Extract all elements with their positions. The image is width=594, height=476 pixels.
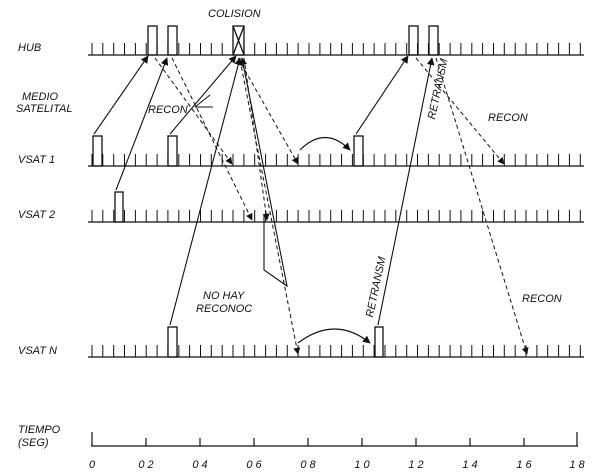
slot-ticks xyxy=(91,43,581,357)
hub-packet-1 xyxy=(147,25,158,56)
time-tick-4: 0 8 xyxy=(300,459,316,471)
reception-arrows xyxy=(154,57,529,355)
row-label-satelital: SATELITAL xyxy=(16,103,73,115)
vsat1-packet-2 xyxy=(167,135,178,167)
time-tick-7: 1 4 xyxy=(462,459,478,471)
annotation-recon-right-top: RECON xyxy=(488,112,528,124)
annotation-reconoc: RECONOC xyxy=(196,303,253,315)
recon-pointer xyxy=(194,94,213,108)
vsat1-packet-1 xyxy=(92,135,103,167)
time-tick-1: 0 2 xyxy=(138,459,154,471)
row-label-vsat2: VSAT 2 xyxy=(18,209,56,221)
vsat1-packet-3 xyxy=(353,135,364,167)
hub-packet-3 xyxy=(408,25,419,56)
vsatn-packet-1 xyxy=(167,326,178,358)
time-axis-ticks xyxy=(91,432,578,446)
annotation-recon-right-bottom: RECON xyxy=(522,293,562,305)
transmission-arrows xyxy=(93,55,435,344)
annotation-recon-left: RECON xyxy=(148,104,188,116)
time-tick-5: 1 0 xyxy=(354,459,370,471)
packets xyxy=(92,25,439,358)
time-tick-0: 0 xyxy=(88,459,96,471)
vsatn-packet-2 xyxy=(374,326,384,358)
time-tick-9: 1 8 xyxy=(569,459,585,471)
row-label-medio: MEDIO xyxy=(22,91,59,103)
time-tick-8: 1 6 xyxy=(516,459,532,471)
row-label-seg: (SEG) xyxy=(18,437,49,449)
row-label-tiempo: TIEMPO xyxy=(18,424,61,436)
time-tick-6: 1 2 xyxy=(408,459,424,471)
time-tick-2: 0 4 xyxy=(192,459,208,471)
row-label-vsat1: VSAT 1 xyxy=(18,154,56,166)
hub-packet-4 xyxy=(428,25,439,56)
row-label-vsatn: VSAT N xyxy=(18,345,57,357)
annotation-no-hay: NO HAY xyxy=(203,290,245,302)
annotation-colision: COLISION xyxy=(208,8,261,20)
vsat2-packet-1 xyxy=(114,191,124,223)
hub-packet-2 xyxy=(167,25,178,56)
row-label-hub: HUB xyxy=(18,42,42,54)
time-tick-3: 0 6 xyxy=(246,459,262,471)
hub-collision-packet xyxy=(232,25,245,56)
